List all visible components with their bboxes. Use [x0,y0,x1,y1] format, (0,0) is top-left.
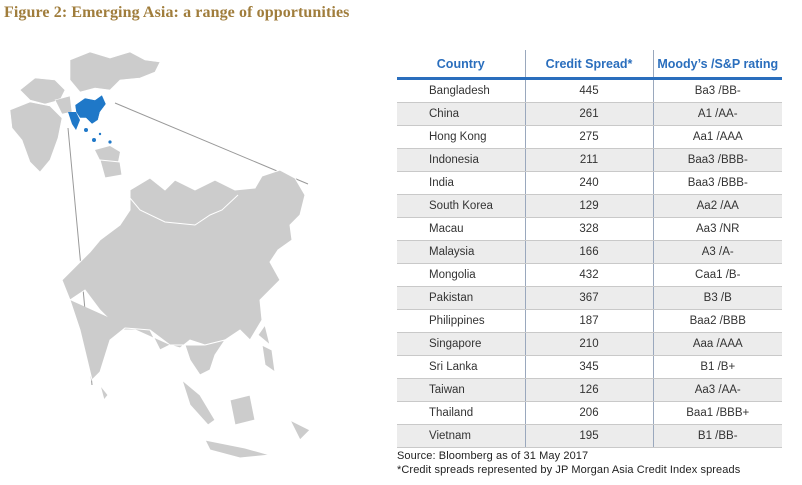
country-cell: Singapore [397,332,525,356]
world-inset-map [9,51,161,173]
spread-cell: 187 [524,309,653,333]
asia-detail-map [61,159,311,459]
rating-cell: Aa1 /AAA [652,125,782,149]
spread-cell: 328 [524,217,653,241]
rating-cell: Aaa /AAA [652,332,782,356]
table-row: Macau 328 Aa3 /NR [397,217,782,241]
country-cell: Vietnam [397,424,525,448]
rating-cell: Baa1 /BBB+ [652,401,782,425]
country-cell: Philippines [397,309,525,333]
table-row: Mongolia 432 Caa1 /B- [397,263,782,287]
spread-cell: 166 [524,240,653,264]
country-cell: India [397,171,525,195]
table-row: Philippines 187 Baa2 /BBB [397,309,782,333]
table-row: Bangladesh 445 Ba3 /BB- [397,78,782,103]
table-row: Malaysia 166 A3 /A- [397,240,782,264]
rating-cell: B3 /B [652,286,782,310]
rating-cell: A3 /A- [652,240,782,264]
country-cell: Indonesia [397,148,525,172]
country-cell: Mongolia [397,263,525,287]
country-cell: Taiwan [397,378,525,402]
rating-cell: Aa2 /AA [652,194,782,218]
rating-cell: Baa3 /BBB- [652,148,782,172]
spread-cell: 432 [524,263,653,287]
country-cell: South Korea [397,194,525,218]
table-row: Indonesia 211 Baa3 /BBB- [397,148,782,172]
rating-cell: Aa3 /AA- [652,378,782,402]
source-note: Source: Bloomberg as of 31 May 2017 [397,450,589,462]
table-row: Thailand 206 Baa1 /BBB+ [397,401,782,425]
rating-cell: B1 /B+ [652,355,782,379]
header-country: Country [397,50,525,80]
header-credit-spread: Credit Spread* [524,50,653,80]
zoom-line-top [114,102,309,185]
table-row: Vietnam 195 B1 /BB- [397,424,782,448]
rating-cell: A1 /AA- [652,102,782,126]
rating-cell: Baa3 /BBB- [652,171,782,195]
country-cell: Hong Kong [397,125,525,149]
spread-cell: 129 [524,194,653,218]
table-row: Sri Lanka 345 B1 /B+ [397,355,782,379]
spread-cell: 210 [524,332,653,356]
figure-title: Figure 2: Emerging Asia: a range of oppo… [4,4,350,21]
table-row: India 240 Baa3 /BBB- [397,171,782,195]
footnote: *Credit spreads represented by JP Morgan… [397,464,741,476]
credit-spread-table: Country Credit Spread* Moody’s /S&P rati… [397,50,782,448]
table-row: Singapore 210 Aaa /AAA [397,332,782,356]
spread-cell: 261 [524,102,653,126]
rating-cell: B1 /BB- [652,424,782,448]
spread-cell: 240 [524,171,653,195]
spread-cell: 211 [524,148,653,172]
table-row: China 261 A1 /AA- [397,102,782,126]
table-row: South Korea 129 Aa2 /AA [397,194,782,218]
spread-cell: 445 [524,78,653,103]
spread-cell: 275 [524,125,653,149]
rating-cell: Caa1 /B- [652,263,782,287]
country-cell: Bangladesh [397,78,525,103]
country-cell: Sri Lanka [397,355,525,379]
spread-cell: 126 [524,378,653,402]
country-cell: Pakistan [397,286,525,310]
country-cell: Macau [397,217,525,241]
spread-cell: 345 [524,355,653,379]
rating-cell: Aa3 /NR [652,217,782,241]
spread-cell: 195 [524,424,653,448]
rating-cell: Baa2 /BBB [652,309,782,333]
country-cell: Thailand [397,401,525,425]
table-row: Taiwan 126 Aa3 /AA- [397,378,782,402]
spread-cell: 206 [524,401,653,425]
asia-map [0,30,395,485]
header-rating: Moody’s /S&P rating [652,50,782,80]
country-cell: Malaysia [397,240,525,264]
country-cell: China [397,102,525,126]
rating-cell: Ba3 /BB- [652,78,782,103]
table-notes: Source: Bloomberg as of 31 May 2017 *Cre… [397,449,740,477]
spread-cell: 367 [524,286,653,310]
credit-spread-table-container: Country Credit Spread* Moody’s /S&P rati… [397,50,782,448]
table-header-row: Country Credit Spread* Moody’s /S&P rati… [397,50,782,80]
table-row: Pakistan 367 B3 /B [397,286,782,310]
table-row: Hong Kong 275 Aa1 /AAA [397,125,782,149]
